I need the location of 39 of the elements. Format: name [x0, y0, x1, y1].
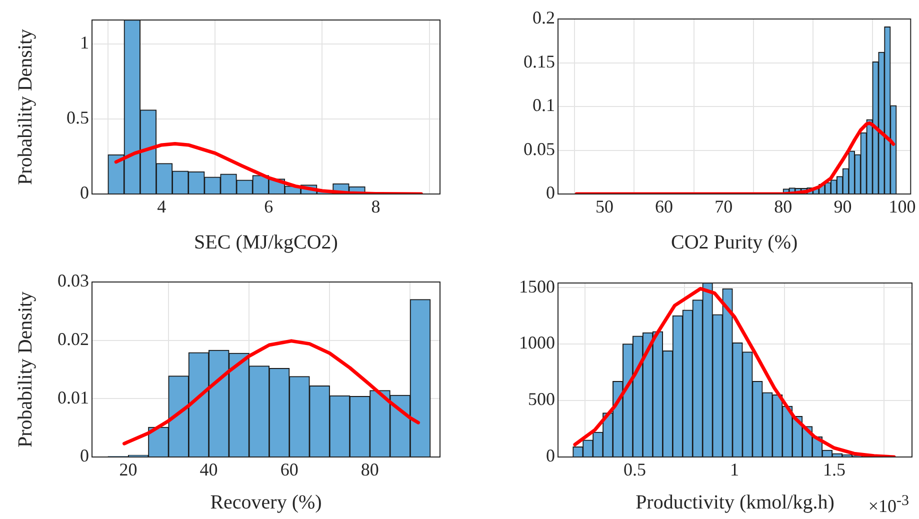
x-tick-label: 70	[714, 196, 733, 217]
y-tick-label: 1	[80, 32, 89, 53]
x-tick-label: 1	[730, 460, 739, 480]
y-tick-label: 1000	[519, 332, 555, 353]
x-tick-label: 1.5	[822, 460, 846, 480]
y-axis-title: Probability Density	[14, 28, 36, 186]
x-axis-title: CO2 Purity (%)	[670, 231, 798, 254]
x-tick-label: 8	[371, 196, 380, 217]
y-tick-label: 0.02	[58, 329, 89, 350]
y-tick-label: 0.1	[532, 95, 555, 116]
y-axis-title: Probability Density	[14, 291, 36, 448]
y-tick-label: 0	[546, 446, 555, 466]
x-tick-label: 50	[595, 196, 614, 217]
x-axis-title: SEC (MJ/kgCO2)	[194, 231, 338, 254]
y-tick-label: 1500	[519, 276, 555, 296]
y-tick-label: 0.2	[532, 8, 555, 28]
y-tick-label: 0.15	[524, 51, 555, 72]
y-tick-label: 0	[80, 446, 89, 466]
x-tick-label: 100	[888, 196, 916, 217]
x-tick-label: 6	[264, 196, 274, 217]
y-tick-label: 500	[528, 389, 555, 410]
y-tick-label: 0.01	[58, 387, 89, 408]
x-tick-label: 90	[834, 196, 852, 217]
x-tick-label: 20	[119, 460, 138, 480]
x-tick-label: 4	[157, 196, 166, 217]
x-tick-label: 60	[655, 196, 674, 217]
x-axis-title: Recovery (%)	[210, 491, 322, 514]
y-tick-label: 0.5	[66, 108, 89, 128]
y-tick-label: 0	[546, 182, 555, 203]
x-tick-label: 80	[360, 460, 379, 480]
y-tick-label: 0.03	[58, 270, 89, 291]
y-tick-label: 0.05	[524, 138, 555, 159]
y-tick-label: 0	[80, 182, 89, 203]
text: ×10$^{-3}$	[868, 493, 909, 517]
x-tick-label: 40	[200, 460, 218, 480]
x-axis-title: Productivity (kmol/kg.h)	[636, 491, 834, 514]
x-tick-label: 60	[280, 460, 298, 480]
x-tick-label: 0.5	[624, 460, 646, 480]
x-tick-label: 80	[774, 196, 792, 217]
